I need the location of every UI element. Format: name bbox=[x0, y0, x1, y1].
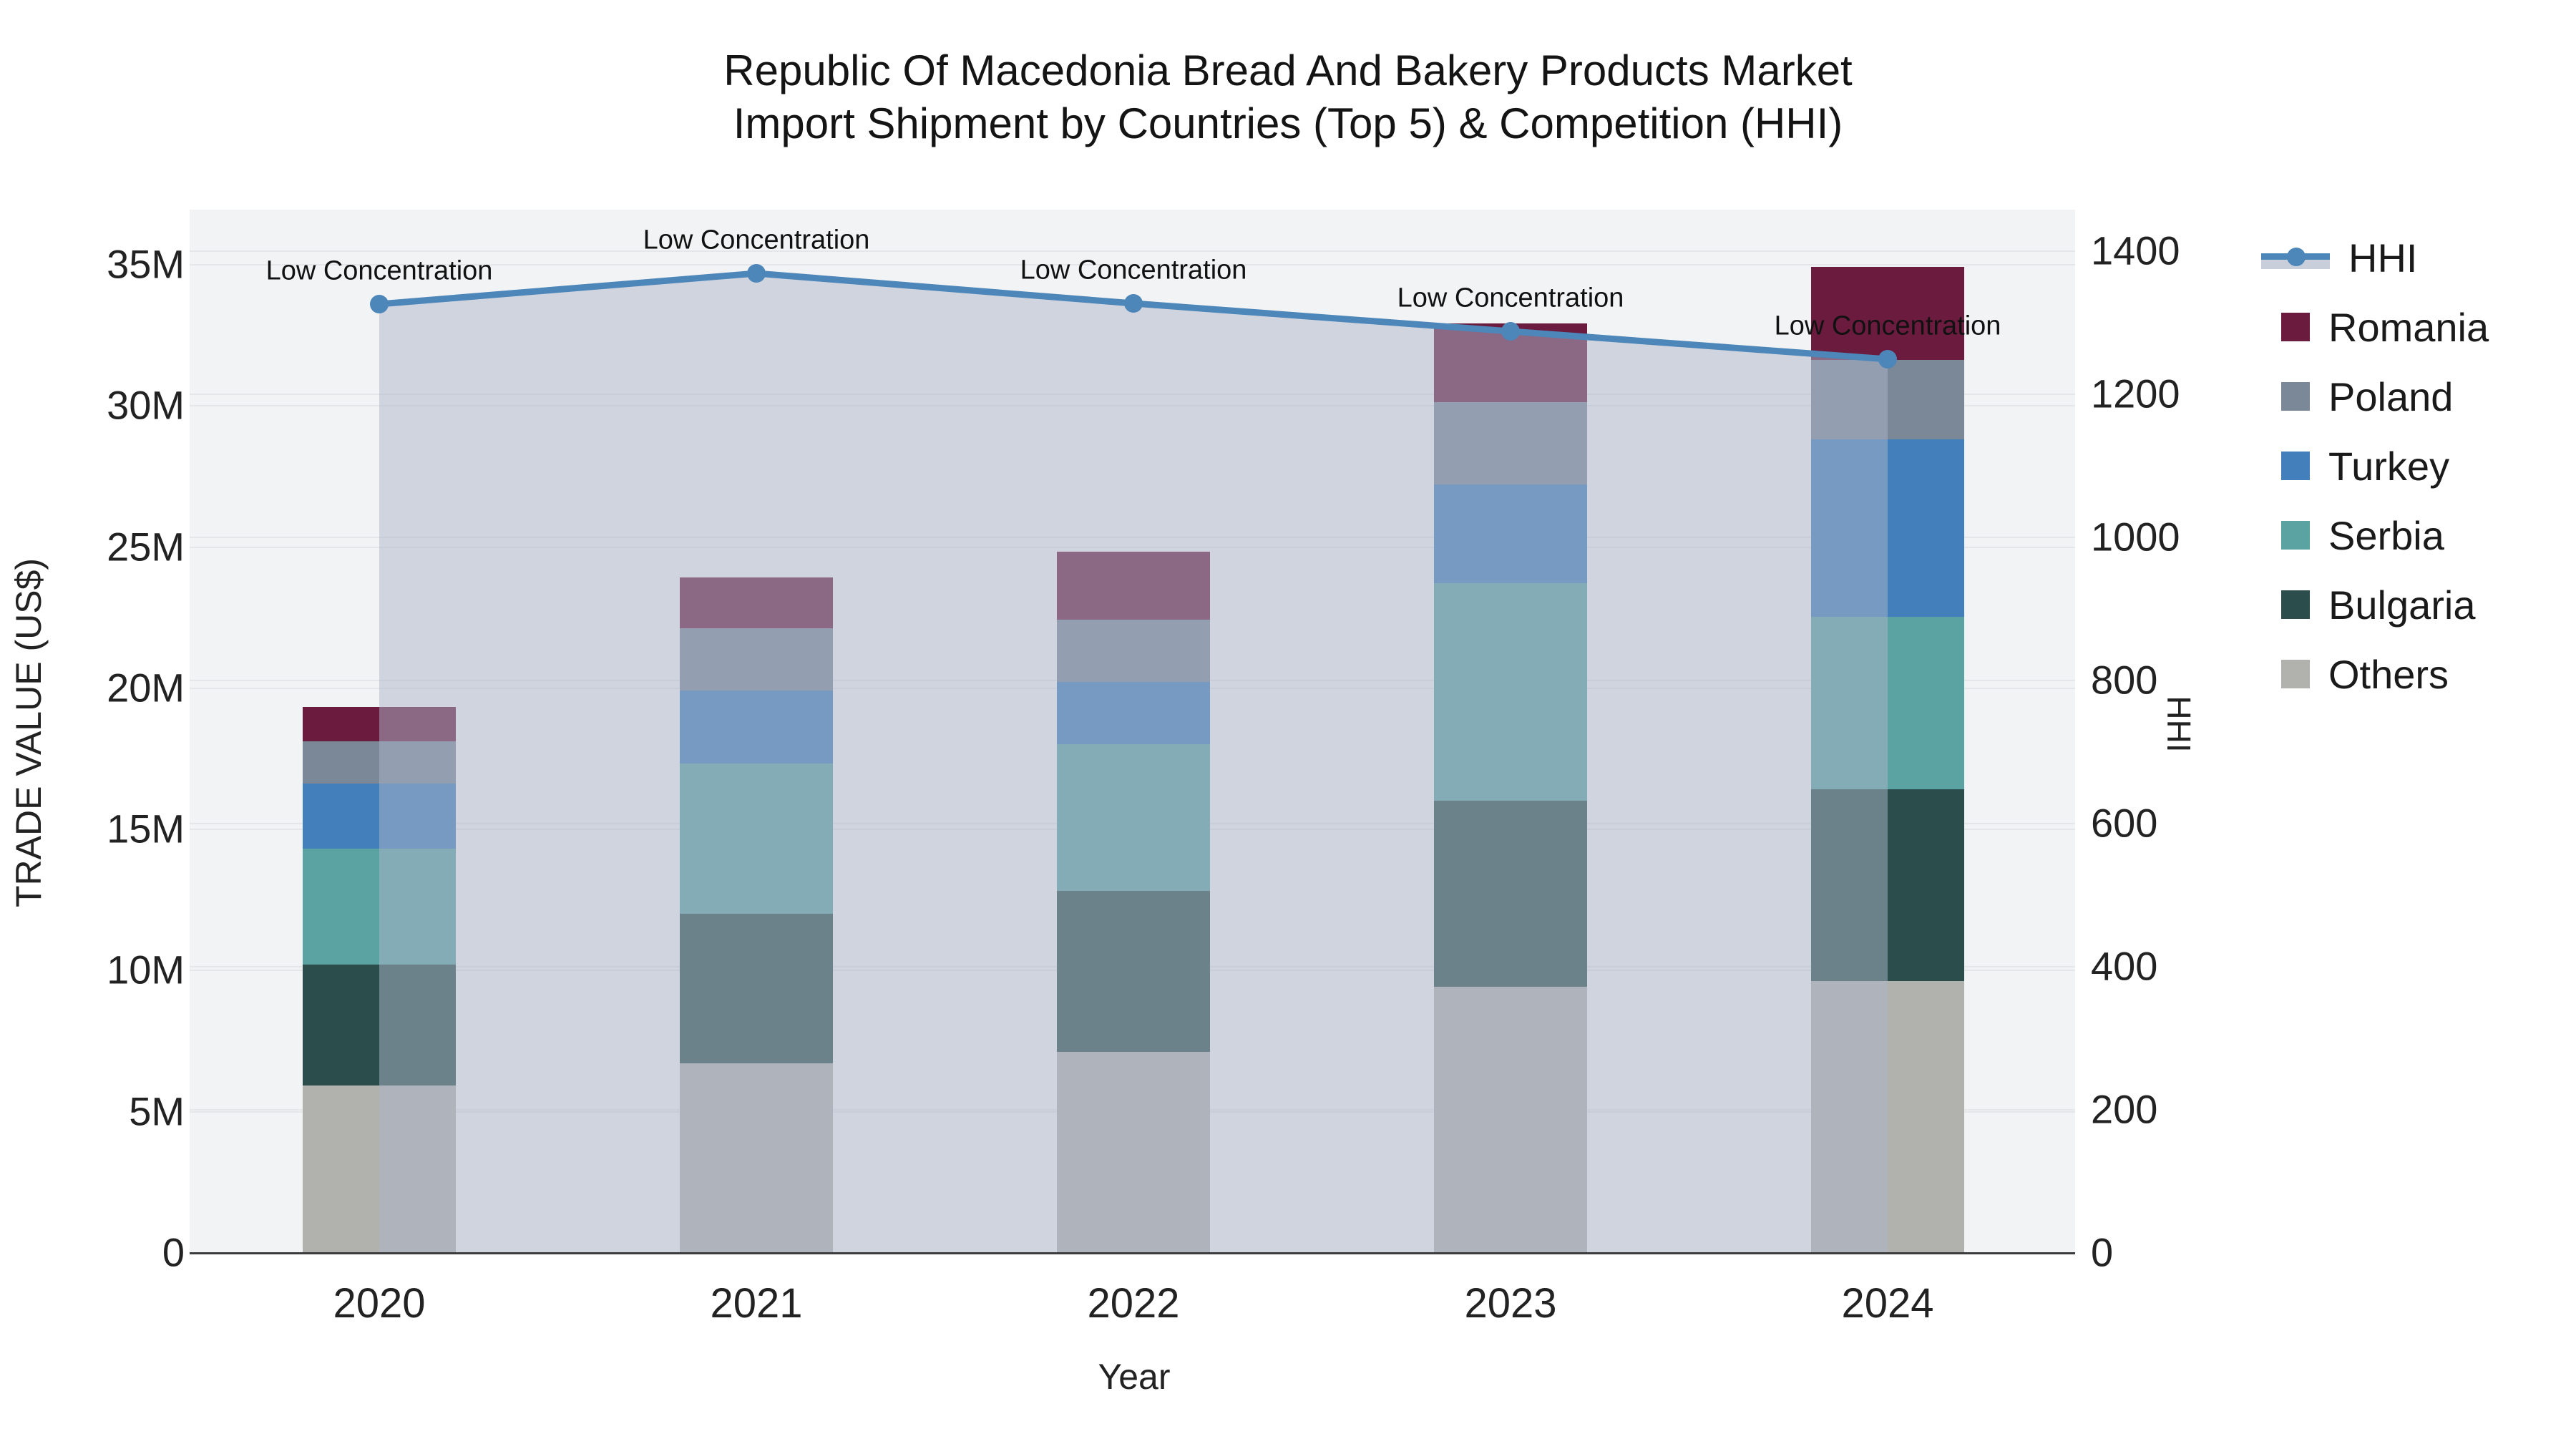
y-right-tick-label: 600 bbox=[2091, 800, 2158, 846]
turkey-swatch-icon bbox=[2281, 452, 2310, 480]
bar-2024-turkey[interactable] bbox=[1811, 439, 1964, 618]
x-tick-label-2024: 2024 bbox=[1841, 1280, 1934, 1327]
bar-2023-turkey[interactable] bbox=[1434, 484, 1587, 583]
legend-item-label: HHI bbox=[2348, 235, 2418, 280]
bar-2024-others[interactable] bbox=[1811, 981, 1964, 1252]
y-right-tick-label: 400 bbox=[2091, 943, 2158, 989]
annotation-2021: Low Concentration bbox=[643, 225, 870, 255]
annotation-2020: Low Concentration bbox=[265, 255, 493, 286]
y-right-tick-label: 800 bbox=[2091, 657, 2158, 703]
hhi-marker-2024[interactable] bbox=[1878, 350, 1897, 369]
bar-2020-romania[interactable] bbox=[303, 707, 456, 741]
legend-item-hhi[interactable]: HHI bbox=[2261, 229, 2417, 286]
bar-2022-bulgaria[interactable] bbox=[1057, 890, 1210, 1052]
romania-swatch-icon bbox=[2281, 313, 2310, 341]
bar-2021-poland[interactable] bbox=[680, 628, 833, 691]
hhi-line-legend-icon bbox=[2261, 243, 2330, 272]
legend-item-label: Poland bbox=[2328, 374, 2454, 419]
y-left-tick-label: 20M bbox=[107, 665, 185, 711]
x-tick-label-2021: 2021 bbox=[710, 1280, 803, 1327]
bar-2024-poland[interactable] bbox=[1811, 360, 1964, 439]
x-tick-label-2023: 2023 bbox=[1464, 1280, 1557, 1327]
y-axis-title-right: HHI bbox=[2160, 696, 2197, 753]
x-axis-line bbox=[190, 1252, 2075, 1254]
y-right-tick-label: 1400 bbox=[2091, 228, 2180, 273]
legend-item-turkey[interactable]: Turkey bbox=[2261, 437, 2449, 494]
legend-item-romania[interactable]: Romania bbox=[2261, 298, 2489, 356]
bar-2022-others[interactable] bbox=[1057, 1051, 1210, 1252]
bar-2023-serbia[interactable] bbox=[1434, 582, 1587, 801]
serbia-swatch-icon bbox=[2281, 521, 2310, 550]
bar-2022-turkey[interactable] bbox=[1057, 681, 1210, 744]
annotation-2022: Low Concentration bbox=[1020, 255, 1247, 286]
bar-2022-serbia[interactable] bbox=[1057, 743, 1210, 891]
y-right-tick-label: 1000 bbox=[2091, 514, 2180, 560]
gridline-right bbox=[190, 537, 2075, 538]
y-left-tick-label: 5M bbox=[129, 1088, 185, 1134]
bar-2024-serbia[interactable] bbox=[1811, 617, 1964, 789]
gridline-left bbox=[190, 264, 2075, 265]
y-axis-title-left: TRADE VALUE (US$) bbox=[9, 557, 49, 908]
gridline-right bbox=[190, 394, 2075, 395]
x-tick-label-2020: 2020 bbox=[333, 1280, 426, 1327]
chart-title-line-2: Import Shipment by Countries (Top 5) & C… bbox=[733, 99, 1843, 147]
x-axis-title: Year bbox=[1098, 1357, 1171, 1397]
gridline-left bbox=[190, 547, 2075, 548]
others-swatch-icon bbox=[2281, 660, 2310, 688]
legend-item-label: Serbia bbox=[2328, 512, 2444, 558]
bar-2023-poland[interactable] bbox=[1434, 402, 1587, 484]
gridline-left bbox=[190, 405, 2075, 406]
y-left-tick-label: 25M bbox=[107, 524, 185, 570]
y-left-tick-label: 10M bbox=[107, 947, 185, 992]
bar-2020-serbia[interactable] bbox=[303, 848, 456, 965]
bar-2020-others[interactable] bbox=[303, 1085, 456, 1252]
chart-title-line-1: Republic Of Macedonia Bread And Bakery P… bbox=[723, 47, 1853, 94]
legend-item-poland[interactable]: Poland bbox=[2261, 368, 2453, 425]
legend-item-label: Romania bbox=[2328, 304, 2489, 350]
bar-2022-romania[interactable] bbox=[1057, 552, 1210, 620]
bar-2020-turkey[interactable] bbox=[303, 784, 456, 849]
hhi-marker-2023[interactable] bbox=[1501, 322, 1520, 341]
y-left-tick-label: 30M bbox=[107, 382, 185, 428]
y-left-tick-label: 35M bbox=[107, 241, 185, 287]
y-right-tick-label: 200 bbox=[2091, 1086, 2158, 1132]
hhi-marker-2020[interactable] bbox=[370, 295, 389, 313]
bulgaria-swatch-icon bbox=[2281, 590, 2310, 619]
hhi-marker-2022[interactable] bbox=[1124, 294, 1143, 313]
bar-2021-serbia[interactable] bbox=[680, 763, 833, 914]
annotation-2024: Low Concentration bbox=[1774, 311, 2001, 341]
y-left-tick-label: 0 bbox=[162, 1229, 185, 1275]
legend-item-others[interactable]: Others bbox=[2261, 645, 2449, 703]
legend-item-serbia[interactable]: Serbia bbox=[2261, 507, 2444, 564]
x-tick-label-2022: 2022 bbox=[1087, 1280, 1180, 1327]
legend-item-label: Others bbox=[2328, 651, 2449, 697]
bar-2021-romania[interactable] bbox=[680, 577, 833, 628]
bar-2023-bulgaria[interactable] bbox=[1434, 800, 1587, 987]
legend-item-label: Turkey bbox=[2328, 443, 2450, 489]
y-right-tick-label: 1200 bbox=[2091, 371, 2180, 416]
poland-swatch-icon bbox=[2281, 382, 2310, 411]
hhi-marker-2021[interactable] bbox=[747, 264, 766, 283]
chart-title: Republic Of Macedonia Bread And Bakery P… bbox=[429, 44, 2147, 150]
bar-2021-others[interactable] bbox=[680, 1063, 833, 1252]
legend-item-label: Bulgaria bbox=[2328, 582, 2476, 628]
legend-item-bulgaria[interactable]: Bulgaria bbox=[2261, 576, 2475, 633]
bar-2020-poland[interactable] bbox=[303, 741, 456, 784]
y-right-tick-label: 0 bbox=[2091, 1229, 2114, 1275]
annotation-2023: Low Concentration bbox=[1397, 283, 1624, 313]
bar-2020-bulgaria[interactable] bbox=[303, 964, 456, 1086]
bar-2021-turkey[interactable] bbox=[680, 690, 833, 764]
bar-2022-poland[interactable] bbox=[1057, 620, 1210, 682]
y-left-tick-label: 15M bbox=[107, 806, 185, 852]
bar-2021-bulgaria[interactable] bbox=[680, 913, 833, 1063]
bar-2023-others[interactable] bbox=[1434, 987, 1587, 1252]
gridline-right bbox=[190, 250, 2075, 252]
bar-2024-bulgaria[interactable] bbox=[1811, 789, 1964, 982]
